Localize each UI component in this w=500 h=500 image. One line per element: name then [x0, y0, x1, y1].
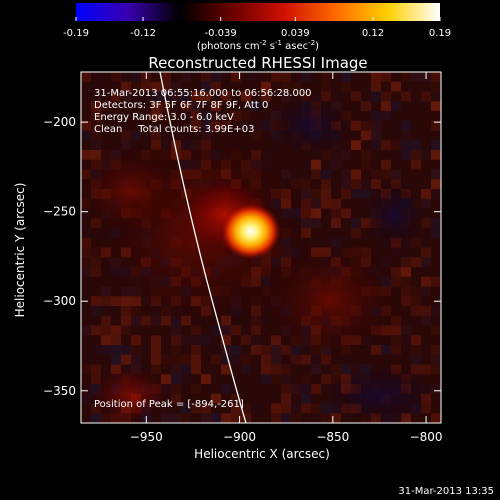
colorbar-ticks: [75, 17, 441, 21]
x-tick-label: −950: [130, 430, 163, 444]
y-tick-label: −200: [43, 115, 76, 129]
y-tick-label: −350: [43, 384, 76, 398]
x-tick-label: −800: [410, 430, 443, 444]
x-axis-label: Heliocentric X (arcsec): [194, 447, 330, 461]
info-clean-counts: Clean Total counts: 3.99E+03: [94, 124, 254, 135]
solar-limb-line: [159, 72, 247, 423]
colorbar-tick-label: 0.12: [362, 28, 384, 39]
x-tick-label: −850: [316, 430, 349, 444]
colorbar-tick-label: -0.19: [63, 28, 89, 39]
colorbar-tick-label: 0.039: [281, 28, 310, 39]
y-tick-label: −300: [43, 294, 76, 308]
colorbar-tick-label: -0.039: [205, 28, 237, 39]
plot-frame: [80, 71, 442, 424]
info-time-range: 31-Mar-2013 06:55:16.000 to 06:56:28.000: [94, 88, 312, 99]
y-tick-label: −250: [43, 205, 76, 219]
y-axis-ticks: −200 −250 −300 −350: [43, 115, 441, 398]
footer-timestamp: 31-Mar-2013 13:35: [398, 486, 494, 497]
solar-image: [81, 72, 441, 423]
colorbar-tick-label: -0.12: [130, 28, 156, 39]
colorbar-tick-labels: -0.19 -0.12 -0.039 0.039 0.12 0.19: [63, 28, 451, 39]
x-axis-ticks: −950 −900 −850 −800: [130, 72, 443, 444]
image-title: Reconstructed RHESSI Image: [148, 54, 367, 72]
info-energy-range: Energy Range: 3.0 - 6.0 keV: [94, 112, 234, 123]
peak-source: [220, 203, 281, 260]
y-axis-label: Heliocentric Y (arcsec): [13, 183, 27, 318]
colorbar: [76, 3, 440, 21]
info-detectors: Detectors: 3F 5F 6F 7F 8F 9F, Att 0: [94, 100, 268, 111]
peak-position-label: Position of Peak = [-894,-261]: [94, 399, 244, 410]
colorbar-units-label: (photons cm-2 s-1 asec-2): [197, 39, 319, 52]
x-tick-label: −900: [223, 430, 256, 444]
colorbar-tick-label: 0.19: [429, 28, 451, 39]
